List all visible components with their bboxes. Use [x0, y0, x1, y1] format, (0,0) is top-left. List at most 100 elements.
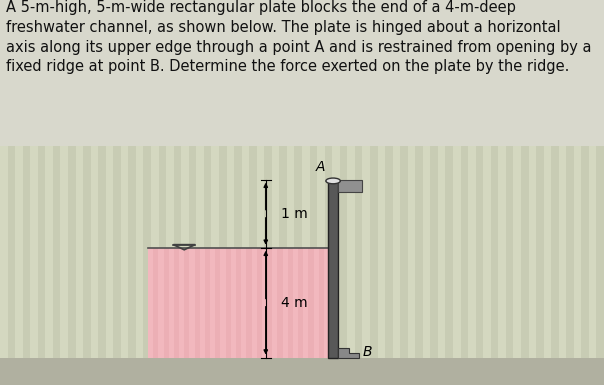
Bar — [490, 146, 498, 385]
Bar — [302, 146, 309, 385]
Bar — [91, 146, 98, 385]
Bar — [393, 146, 400, 385]
Bar — [589, 146, 597, 385]
Bar — [267, 248, 272, 358]
Text: 1 m: 1 m — [281, 207, 307, 221]
Bar — [60, 146, 68, 385]
Bar — [277, 248, 283, 358]
Bar — [272, 146, 279, 385]
Bar — [400, 146, 408, 385]
Bar — [265, 146, 272, 385]
Bar — [184, 248, 190, 358]
Bar — [338, 180, 362, 192]
Polygon shape — [338, 348, 359, 358]
Bar — [339, 146, 347, 385]
Bar — [498, 146, 506, 385]
Text: A 5-m-high, 5-m-wide rectangular plate blocks the end of a 4-m-deep
freshwater c: A 5-m-high, 5-m-wide rectangular plate b… — [6, 0, 591, 74]
Bar — [446, 146, 453, 385]
Bar — [242, 146, 249, 385]
Bar — [362, 146, 370, 385]
Bar — [551, 146, 559, 385]
Bar — [385, 146, 393, 385]
Bar — [559, 146, 567, 385]
Bar — [106, 146, 114, 385]
Bar — [23, 146, 30, 385]
Bar — [226, 146, 234, 385]
Bar — [468, 146, 476, 385]
Bar — [219, 146, 226, 385]
Bar — [476, 146, 483, 385]
Bar — [121, 146, 129, 385]
Bar — [166, 146, 174, 385]
Bar — [174, 248, 179, 358]
Bar — [295, 146, 302, 385]
Bar — [544, 146, 551, 385]
Text: 4 m: 4 m — [281, 296, 307, 310]
Bar — [438, 146, 445, 385]
Bar — [249, 146, 257, 385]
Bar — [328, 180, 338, 358]
Bar — [513, 146, 521, 385]
Bar — [30, 146, 37, 385]
Bar — [148, 248, 329, 358]
Bar — [194, 248, 200, 358]
Bar — [567, 146, 574, 385]
Bar — [226, 248, 231, 358]
Bar — [581, 146, 589, 385]
Bar — [236, 248, 241, 358]
Text: B: B — [362, 345, 372, 359]
Bar — [332, 146, 339, 385]
Bar — [461, 146, 468, 385]
Bar — [129, 146, 136, 385]
Bar — [196, 146, 204, 385]
Bar — [76, 146, 83, 385]
Bar — [0, 146, 7, 385]
Bar — [204, 146, 211, 385]
Circle shape — [326, 178, 341, 184]
Bar — [506, 146, 513, 385]
Bar — [188, 146, 196, 385]
Bar — [416, 146, 423, 385]
Bar — [528, 146, 536, 385]
Bar — [483, 146, 490, 385]
Bar — [287, 146, 295, 385]
Bar — [408, 146, 416, 385]
Bar — [114, 146, 121, 385]
Bar — [211, 146, 219, 385]
Bar — [257, 248, 262, 358]
Bar — [234, 146, 242, 385]
Bar — [597, 146, 604, 385]
Bar — [37, 146, 45, 385]
Bar — [310, 146, 317, 385]
Bar — [347, 146, 355, 385]
Text: A: A — [315, 160, 325, 174]
Bar — [144, 146, 151, 385]
Bar — [181, 146, 189, 385]
Bar — [174, 146, 181, 385]
Bar — [574, 146, 581, 385]
Bar — [83, 146, 91, 385]
Bar — [153, 248, 158, 358]
Bar — [68, 146, 76, 385]
Bar — [298, 248, 303, 358]
Bar — [317, 146, 325, 385]
Bar — [453, 146, 460, 385]
Bar — [325, 146, 332, 385]
Bar — [7, 146, 15, 385]
Bar — [257, 146, 265, 385]
Bar — [15, 146, 23, 385]
Bar — [355, 146, 362, 385]
Bar — [246, 248, 251, 358]
Bar — [205, 248, 210, 358]
Bar — [0, 358, 604, 385]
Bar — [158, 146, 166, 385]
Bar — [319, 248, 324, 358]
Bar — [215, 248, 220, 358]
Bar — [309, 248, 313, 358]
Bar — [430, 146, 438, 385]
Bar — [151, 146, 158, 385]
Bar — [136, 146, 144, 385]
Bar — [279, 146, 287, 385]
Bar — [45, 146, 53, 385]
Bar — [423, 146, 430, 385]
